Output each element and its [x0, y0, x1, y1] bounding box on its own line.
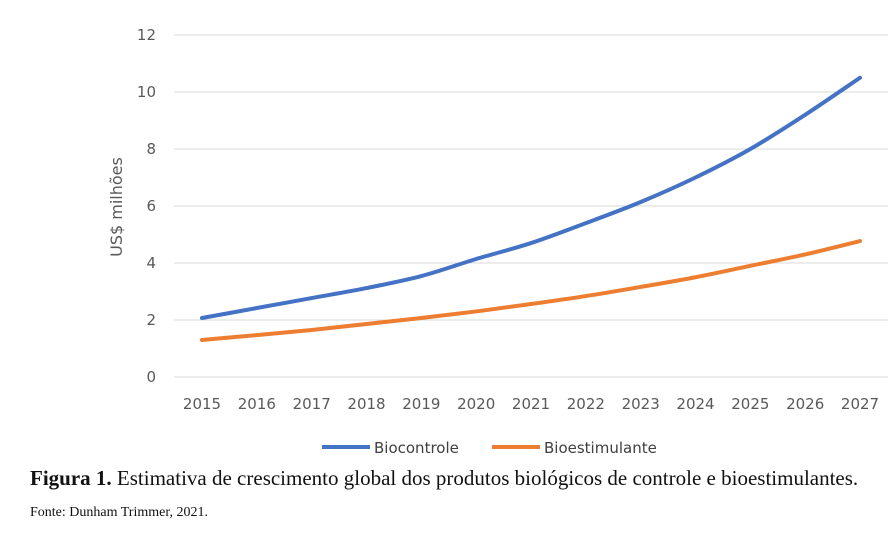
caption-text: Estimativa de crescimento global dos pro…	[111, 466, 859, 490]
y-tick-label: 12	[137, 26, 156, 44]
x-tick-label: 2026	[786, 395, 824, 413]
y-tick-label: 4	[146, 254, 156, 272]
series-lines	[200, 75, 862, 342]
series-line-biocontrole	[200, 75, 862, 321]
x-tick-label: 2027	[841, 395, 879, 413]
x-tick-label: 2018	[347, 395, 385, 413]
x-axis-ticks: 2015 2016 2017 2018 2019 2020 2021 2022 2023 2024…	[183, 395, 879, 413]
x-tick-label: 2021	[512, 395, 550, 413]
y-tick-label: 10	[137, 83, 156, 101]
x-tick-label: 2022	[567, 395, 605, 413]
x-tick-label: 2016	[238, 395, 276, 413]
y-tick-label: 8	[146, 140, 156, 158]
y-tick-label: 0	[146, 368, 156, 386]
x-tick-label: 2019	[402, 395, 440, 413]
legend: Biocontrole Bioestimulante	[322, 439, 657, 457]
legend-label-biocontrole: Biocontrole	[374, 439, 459, 457]
y-tick-label: 6	[146, 197, 156, 215]
series-line-bioestimulante	[200, 239, 862, 342]
x-tick-label: 2017	[293, 395, 331, 413]
x-tick-label: 2024	[676, 395, 714, 413]
caption-label: Figura 1.	[30, 466, 112, 490]
x-tick-label: 2020	[457, 395, 495, 413]
x-tick-label: 2015	[183, 395, 221, 413]
gridlines	[174, 34, 888, 378]
y-tick-label: 2	[146, 311, 156, 329]
x-tick-label: 2025	[731, 395, 769, 413]
figure-source: Fonte: Dunham Trimmer, 2021.	[30, 505, 208, 520]
legend-label-bioestimulante: Bioestimulante	[544, 439, 657, 457]
figure-caption: Figura 1. Estimativa de crescimento glob…	[30, 466, 858, 491]
y-axis-label: US$ milhões	[107, 157, 126, 257]
x-tick-label: 2023	[622, 395, 660, 413]
y-axis-ticks: 0 2 4 6 8 10 12	[137, 26, 156, 386]
